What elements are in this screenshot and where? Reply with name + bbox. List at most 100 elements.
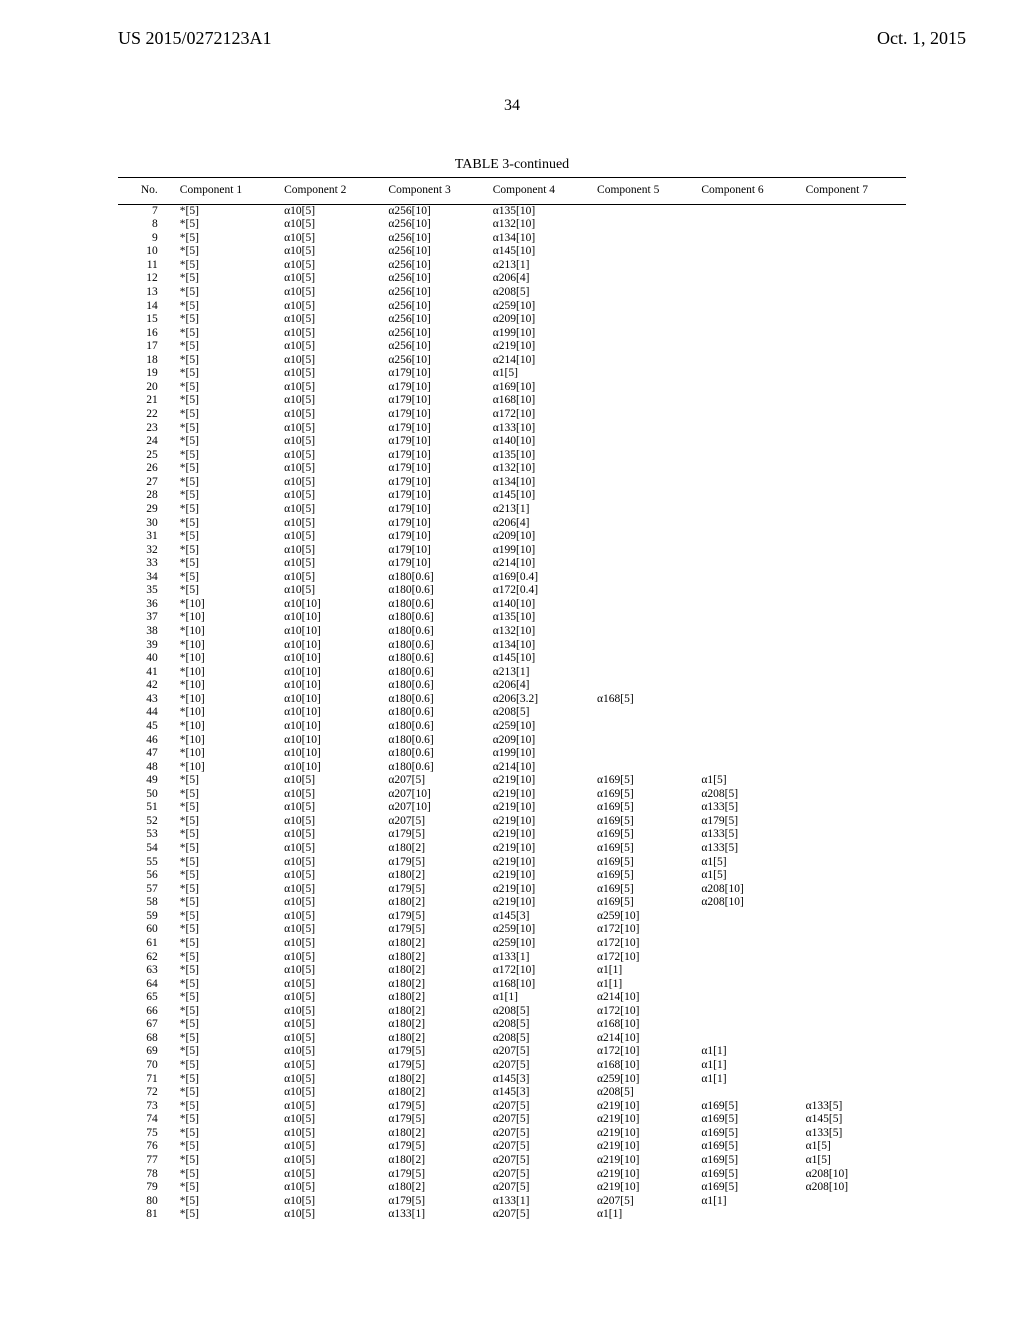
table-cell: α10[5] [280, 801, 384, 815]
table-cell: α1[1] [593, 978, 697, 992]
table-cell [802, 842, 906, 856]
table-row: 16*[5]α10[5]α256[10]α199[10] [118, 327, 906, 341]
table-cell: α134[10] [489, 476, 593, 490]
table-cell: α219[10] [593, 1140, 697, 1154]
table-cell: α145[3] [489, 1086, 593, 1100]
table-cell: α1[5] [697, 774, 801, 788]
table-cell: α10[5] [280, 584, 384, 598]
table-cell: α180[0.6] [384, 598, 488, 612]
table-cell: α209[10] [489, 734, 593, 748]
table-cell: α10[5] [280, 923, 384, 937]
table-cell: α219[10] [593, 1181, 697, 1195]
table-cell [697, 706, 801, 720]
table-cell: 77 [118, 1154, 176, 1168]
table-cell [697, 964, 801, 978]
table-cell: 8 [118, 218, 176, 232]
table-cell: 31 [118, 530, 176, 544]
table-cell: α134[10] [489, 639, 593, 653]
table-row: 55*[5]α10[5]α179[5]α219[10]α169[5]α1[5] [118, 856, 906, 870]
table-cell [593, 381, 697, 395]
table-cell: *[5] [176, 394, 280, 408]
table-cell [802, 652, 906, 666]
table-cell: α256[10] [384, 204, 488, 218]
table-cell: α10[5] [280, 557, 384, 571]
table-cell [697, 340, 801, 354]
table-cell: α1[5] [489, 367, 593, 381]
table-row: 10*[5]α10[5]α256[10]α145[10] [118, 245, 906, 259]
table-cell: α10[5] [280, 313, 384, 327]
table-cell: *[5] [176, 1018, 280, 1032]
table-cell: *[5] [176, 883, 280, 897]
table-cell: α172[10] [489, 964, 593, 978]
table-cell [802, 639, 906, 653]
table-row: 28*[5]α10[5]α179[10]α145[10] [118, 489, 906, 503]
table-cell [593, 530, 697, 544]
table-row: 77*[5]α10[5]α180[2]α207[5]α219[10]α169[5… [118, 1154, 906, 1168]
table-cell [593, 639, 697, 653]
table-cell: α219[10] [593, 1168, 697, 1182]
table-cell: α132[10] [489, 625, 593, 639]
table-cell [697, 571, 801, 585]
table-cell: 24 [118, 435, 176, 449]
table-cell: α214[10] [489, 557, 593, 571]
table-cell [593, 679, 697, 693]
table-cell [802, 611, 906, 625]
table-cell: α219[10] [489, 774, 593, 788]
table-cell [697, 910, 801, 924]
table-cell: *[5] [176, 422, 280, 436]
table-cell: 49 [118, 774, 176, 788]
table-row: 66*[5]α10[5]α180[2]α208[5]α172[10] [118, 1005, 906, 1019]
table-cell [697, 1018, 801, 1032]
table-cell [593, 598, 697, 612]
table-cell: α207[5] [489, 1100, 593, 1114]
table-cell: 53 [118, 828, 176, 842]
table-cell: *[5] [176, 408, 280, 422]
table-cell [802, 272, 906, 286]
table-cell: 58 [118, 896, 176, 910]
table-cell: *[10] [176, 679, 280, 693]
table-cell: α10[5] [280, 1113, 384, 1127]
table-cell [593, 734, 697, 748]
table-cell: *[5] [176, 530, 280, 544]
table-cell: α256[10] [384, 272, 488, 286]
table-cell: α168[10] [489, 394, 593, 408]
table-cell [697, 245, 801, 259]
table-cell: α180[0.6] [384, 652, 488, 666]
table-cell: α208[10] [697, 896, 801, 910]
table-cell [697, 354, 801, 368]
table-cell [802, 747, 906, 761]
table-cell: 32 [118, 544, 176, 558]
table-cell: α132[10] [489, 218, 593, 232]
table-cell: α208[10] [802, 1168, 906, 1182]
table-cell: α169[5] [697, 1154, 801, 1168]
table-cell: α132[10] [489, 462, 593, 476]
table-cell [802, 422, 906, 436]
table-cell: α179[10] [384, 408, 488, 422]
table-cell [802, 544, 906, 558]
table-cell [802, 313, 906, 327]
table-cell: *[5] [176, 815, 280, 829]
table-cell: α169[5] [593, 842, 697, 856]
table-cell: 80 [118, 1195, 176, 1209]
table-cell: α259[10] [489, 937, 593, 951]
table-cell [697, 327, 801, 341]
table-row: 25*[5]α10[5]α179[10]α135[10] [118, 449, 906, 463]
table-cell: α172[10] [593, 1005, 697, 1019]
table-cell [802, 1059, 906, 1073]
table-cell: 15 [118, 313, 176, 327]
table-cell: α172[10] [593, 937, 697, 951]
table-cell [697, 978, 801, 992]
table-cell [802, 978, 906, 992]
table-cell [697, 544, 801, 558]
table-cell [697, 611, 801, 625]
table-cell [697, 381, 801, 395]
table-cell: α208[5] [489, 706, 593, 720]
table-cell: 28 [118, 489, 176, 503]
table-cell: α180[2] [384, 978, 488, 992]
table-caption: TABLE 3-continued [0, 157, 1024, 173]
table-cell: α179[5] [697, 815, 801, 829]
table-cell: α206[4] [489, 679, 593, 693]
table-cell: *[5] [176, 503, 280, 517]
table-cell: α207[5] [489, 1181, 593, 1195]
table-cell: α10[5] [280, 856, 384, 870]
